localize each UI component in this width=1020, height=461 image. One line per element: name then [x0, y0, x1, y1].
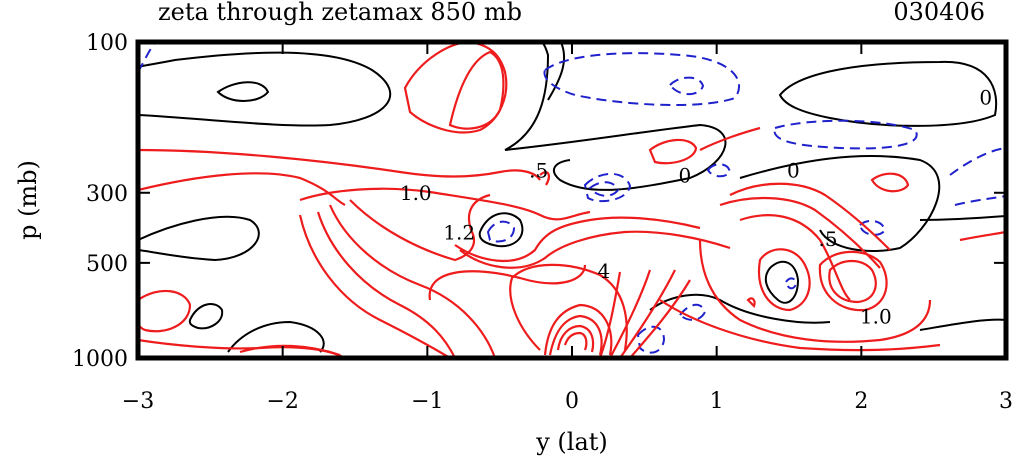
contour-labels: 0 0 0 1.0 .5 1.2 4 .5 1.0: [400, 86, 992, 329]
x-tick-label: 1: [710, 389, 724, 414]
contour-label: 0: [678, 164, 691, 188]
y-axis-label: p (mb): [14, 160, 42, 240]
x-tick-label: 2: [854, 389, 868, 414]
x-tick-label: 0: [565, 389, 579, 414]
contour-label: 0: [979, 86, 992, 110]
contour-label: .5: [529, 158, 548, 182]
x-tick-label: −1: [411, 389, 443, 414]
chart-title: zeta through zetamax 850 mb: [158, 0, 522, 26]
x-tick-label: 3: [999, 389, 1013, 414]
contour-label: .5: [819, 227, 838, 251]
negative-contours: [138, 42, 1006, 354]
positive-contours: [138, 42, 1006, 358]
y-tick-label: 500: [86, 252, 128, 277]
zero-contours: [138, 42, 1006, 353]
contour-label: 0: [787, 158, 800, 182]
contour-field: 0 0 0 1.0 .5 1.2 4 .5 1.0: [138, 42, 1006, 358]
y-tick-label: 100: [86, 31, 128, 56]
y-tick-label: 300: [86, 182, 128, 207]
contour-label: 1.0: [860, 305, 892, 329]
contour-label: 1.2: [443, 220, 475, 244]
x-axis-ticks: −3 −2 −1 0 1 2 3: [122, 42, 1013, 414]
x-tick-label: −2: [266, 389, 298, 414]
y-axis-ticks: 100 300 500 1000: [72, 31, 1006, 372]
contour-label: 4: [597, 259, 610, 283]
x-tick-label: −3: [122, 389, 154, 414]
y-tick-label: 1000: [72, 347, 128, 372]
contour-label: 1.0: [400, 181, 432, 205]
chart-date-label: 030406: [893, 0, 985, 26]
x-axis-label: y (lat): [535, 428, 608, 456]
